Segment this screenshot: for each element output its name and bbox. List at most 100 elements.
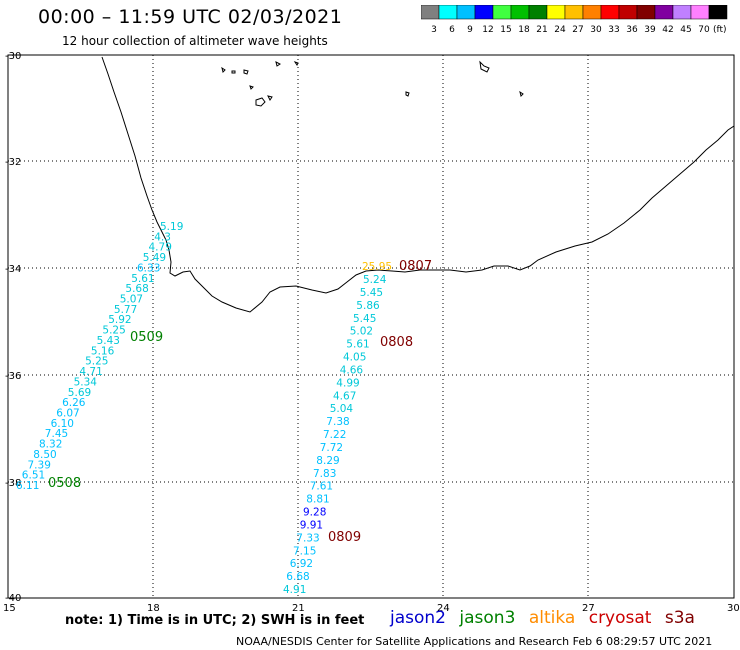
color-scale-label: 70: [698, 25, 710, 35]
wave-height-value: 5.24: [363, 274, 387, 286]
wave-height-value: 5.25: [102, 325, 125, 337]
lat-label-30: -30: [5, 51, 21, 62]
pass-ids: 0509 0508 0807 0808 0809: [48, 259, 432, 545]
wave-height-value: 25.95: [362, 261, 392, 273]
map-frame: [7, 54, 735, 599]
pass-id-0808: 0808: [380, 335, 413, 350]
wave-height-value: 7.83: [313, 468, 336, 480]
pass-id-0809: 0809: [328, 530, 361, 545]
lon-label-15: 15: [3, 603, 16, 614]
legend-altika: altika: [528, 608, 576, 628]
wave-height-value: 5.16: [91, 345, 115, 357]
axis-labels: -30 -32 -34 -36 -38 -40 15 18 21 24 27 3…: [3, 51, 740, 614]
wave-height-value: 7.39: [28, 459, 51, 471]
wave-height-value: 5.43: [97, 335, 120, 347]
wave-height-value: 6.33: [137, 262, 160, 274]
wave-height-value: 7.33: [296, 532, 319, 544]
wave-height-value: 6.68: [286, 571, 309, 583]
lat-label-40: -40: [5, 593, 21, 604]
wave-height-value: 4.99: [336, 377, 359, 389]
color-scale-label: 30: [590, 25, 602, 35]
lat-label-34: -34: [5, 264, 21, 275]
lon-label-24: 24: [437, 603, 450, 614]
legend-cryosat: cryosat: [588, 608, 652, 628]
wave-height-value: 7.61: [310, 481, 333, 493]
wave-height-value: 6.11: [16, 480, 39, 492]
color-scale-label: 42: [662, 25, 673, 35]
legend-jason2: jason2: [390, 608, 446, 628]
color-swatch: [708, 5, 728, 20]
wave-height-value: 4.66: [340, 364, 364, 376]
wave-height-value: 4.67: [333, 390, 356, 402]
wave-height-value: 5.25: [85, 356, 108, 368]
map-grid: [8, 55, 734, 598]
color-scale-label: 12: [482, 25, 493, 35]
color-scale-label: 33: [608, 25, 619, 35]
wave-height-value: 7.22: [323, 429, 346, 441]
wave-height-value: 6.10: [51, 418, 74, 430]
wave-height-value: 9.28: [303, 507, 326, 519]
units-note: note: 1) Time is in UTC; 2) SWH is in fe…: [65, 613, 365, 628]
wave-height-value: 5.19: [160, 221, 183, 233]
color-scale-label: 36: [626, 25, 638, 35]
wave-height-value: 6.07: [56, 408, 79, 420]
wave-height-value: 4.3: [154, 231, 171, 243]
color-scale-bar: 3 6 9 12 15 18 21 24 27 30 33 36 39 42 45 70 (ft): [421, 5, 728, 35]
wave-height-value: 5.07: [120, 294, 143, 306]
color-scale-label: 18: [518, 25, 530, 35]
lat-label-38: -38: [5, 478, 21, 489]
color-scale-label: 39: [644, 25, 656, 35]
wave-height-value: 5.04: [330, 403, 354, 415]
wave-height-value: 5.45: [360, 287, 383, 299]
color-scale-label: 9: [467, 25, 473, 35]
wave-height-value: 7.45: [45, 428, 68, 440]
wave-height-value: 5.45: [353, 313, 376, 325]
wave-height-value: 8.32: [39, 439, 62, 451]
satellite-legend: jason2 jason3 altika cryosat s3a: [390, 608, 703, 628]
page-subtitle: 12 hour collection of altimeter wave hei…: [62, 34, 328, 48]
wave-height-value: 5.86: [356, 300, 380, 312]
color-scale-label: 6: [449, 25, 455, 35]
legend-s3a: s3a: [664, 608, 695, 628]
wave-height-value: 8.81: [306, 494, 329, 506]
wave-height-value: 5.68: [125, 283, 148, 295]
wave-height-value: 6.26: [62, 397, 86, 409]
lat-label-36: -36: [5, 371, 21, 382]
wave-height-value: 8.50: [33, 449, 56, 461]
wave-height-value: 5.49: [143, 252, 166, 264]
wave-height-value: 5.34: [74, 376, 98, 388]
wave-height-value: 4.91: [283, 584, 306, 596]
page-title: 00:00 – 11:59 UTC 02/03/2021: [38, 6, 343, 28]
wave-height-labels: 5.194.34.795.496.335.615.685.075.775.925…: [16, 221, 392, 596]
wave-height-value: 6.92: [290, 558, 313, 570]
wave-height-value: 5.77: [114, 304, 137, 316]
wave-height-value: 6.51: [22, 470, 45, 482]
color-scale-label: 3: [431, 25, 437, 35]
color-scale-label: 27: [572, 25, 583, 35]
color-scale-unit: (ft): [713, 25, 727, 35]
color-scale-label: 21: [536, 25, 547, 35]
lon-label-18: 18: [147, 603, 160, 614]
wave-height-value: 5.92: [108, 314, 131, 326]
color-scale-label: 24: [554, 25, 566, 35]
wave-height-value: 5.69: [68, 387, 91, 399]
wave-height-value: 9.91: [300, 519, 323, 531]
wave-height-value: 7.15: [293, 545, 316, 557]
color-scale-label: 45: [680, 25, 691, 35]
lon-label-30: 30: [727, 603, 740, 614]
wave-height-value: 7.38: [326, 416, 349, 428]
lon-label-27: 27: [582, 603, 595, 614]
color-scale-label: 15: [500, 25, 511, 35]
wave-height-value: 4.05: [343, 352, 366, 364]
wave-height-value: 5.61: [346, 339, 369, 351]
wave-height-value: 5.61: [131, 273, 154, 285]
pass-id-0509: 0509: [130, 330, 163, 345]
wave-height-value: 8.29: [316, 455, 339, 467]
footer-credit: NOAA/NESDIS Center for Satellite Applica…: [236, 635, 713, 648]
coastline: [101, 56, 735, 313]
pass-id-0508: 0508: [48, 476, 81, 491]
lon-label-21: 21: [292, 603, 305, 614]
wave-height-value: 4.79: [149, 242, 172, 254]
lat-label-32: -32: [5, 157, 21, 168]
